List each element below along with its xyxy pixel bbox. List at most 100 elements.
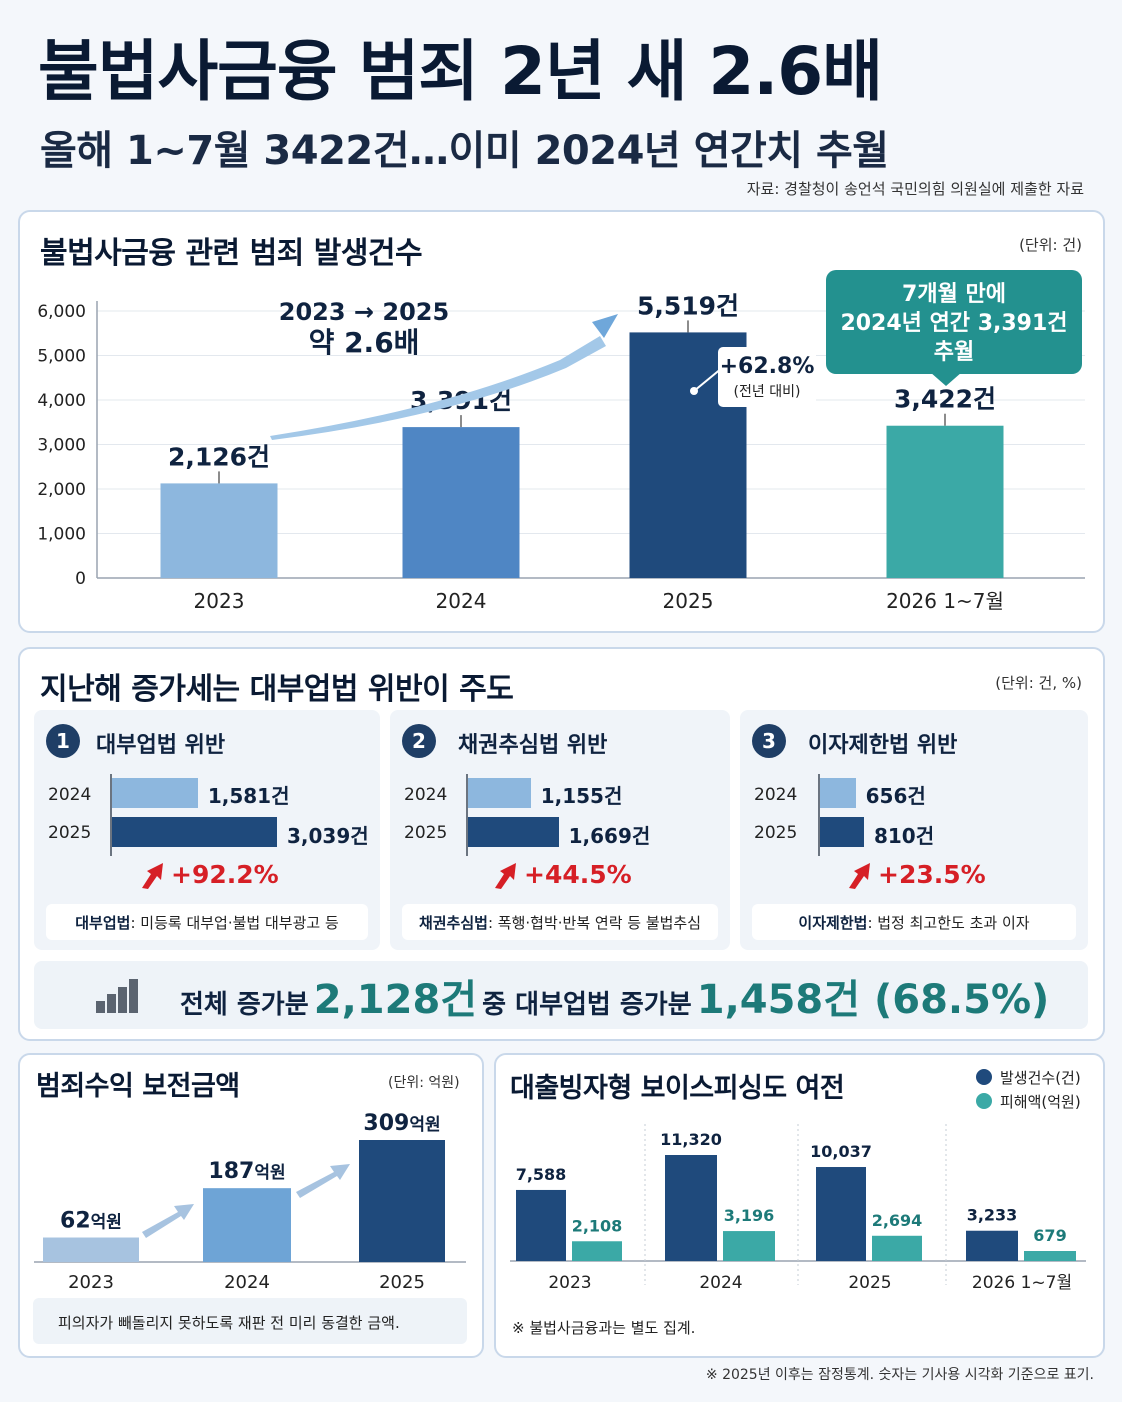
data-label: 11,320 [660, 1130, 722, 1149]
bar-2025 [468, 817, 559, 847]
x-tick-label: 2024 [699, 1273, 742, 1293]
growth-arrow-shape [142, 1204, 194, 1238]
proceeds-unit: (단위: 억원) [388, 1075, 460, 1091]
x-tick-label: 2023 [548, 1273, 591, 1293]
up-arrow-icon [846, 860, 874, 890]
bar [572, 1241, 622, 1261]
summary-bar: 전체 증가분 2,128건 중 대부업법 증가분 1,458건 (68.5%) [34, 961, 1088, 1029]
growth-label-line2: 약 2.6배 [309, 326, 420, 359]
bar [723, 1231, 775, 1261]
data-label: 62억원 [60, 1209, 122, 1234]
callout-line2: 2024년 연간 3,391건 [840, 311, 1068, 336]
summary-total-increase: 2,128건 [313, 977, 478, 1023]
headline: 불법사금융 범죄 2년 새 2.6배 [38, 33, 883, 110]
bar [1024, 1251, 1076, 1261]
summary-loan-increase: 1,458건 (68.5%) [696, 977, 1050, 1023]
data-label: 5,519건 [637, 291, 739, 320]
yoy-note: (전년 대비) [734, 384, 801, 400]
main-bar-chart: 0 1,000 2,000 3,000 4,000 5,000 6,000 2,126건 202… [37, 291, 1085, 613]
up-arrow-icon [492, 860, 520, 890]
data-label: 7,588 [516, 1165, 567, 1184]
data-label: 309억원 [363, 1111, 440, 1136]
y-tick-label: 0 [75, 569, 86, 589]
change-percent: +44.5% [524, 860, 632, 889]
data-label: 2,694 [872, 1211, 923, 1230]
value-2025: 810건 [873, 824, 935, 848]
subheadline: 올해 1~7월 3422건…이미 2024년 연간치 추월 [40, 128, 889, 174]
data-label: 679 [1033, 1226, 1066, 1245]
change-percent: +23.5% [878, 860, 986, 889]
data-label: 2,126건 [168, 442, 270, 471]
x-tick-label: 2025 [663, 589, 714, 613]
category-name: 대부업법 위반 [96, 733, 226, 758]
category-note-law: 이자제한법 [798, 914, 868, 932]
bar [359, 1140, 445, 1262]
bar-2024 [112, 778, 198, 808]
category-panel-title: 지난해 증가세는 대부업법 위반이 주도 [40, 672, 514, 707]
legend-dot-damage [976, 1093, 992, 1109]
main-chart-title: 불법사금융 관련 범죄 발생건수 [40, 236, 423, 271]
growth-arrow [270, 314, 618, 440]
category-note-law: 채권추심법 [418, 914, 488, 932]
data-label: 187억원 [208, 1159, 285, 1184]
value-2025: 1,669건 [568, 824, 651, 848]
category-note: 채권추심법: 폭행·협박·반복 연락 등 불법추심 [402, 904, 718, 940]
growth-arrow [142, 1204, 194, 1238]
x-tick-label: 2024 [436, 589, 487, 613]
y-tick-label: 5,000 [37, 347, 86, 367]
bar [402, 427, 520, 578]
category-number-badge: 2 [402, 724, 436, 758]
callout-line1: 7개월 만에 [902, 282, 1006, 307]
category-number-badge: 3 [752, 724, 786, 758]
yoy-change: +62.8% [720, 354, 815, 379]
axis-line [818, 774, 820, 856]
voice-title: 대출빙자형 보이스피싱도 여전 [510, 1073, 845, 1104]
category-note-text: : 미등록 대부업·불법 대부광고 등 [130, 914, 339, 932]
year-label: 2024 [754, 785, 798, 805]
growth-label-line1: 2023 → 2025 [279, 298, 449, 326]
y-tick-label: 4,000 [37, 391, 86, 411]
legend-dot-count [976, 1069, 992, 1085]
voice-bar-chart: 7,588 11,320 10,037 3,233 2,108 3,196 2,694 679… [510, 1124, 1086, 1293]
x-tick-label: 2025 [379, 1272, 425, 1293]
y-tick-label: 1,000 [37, 525, 86, 545]
category-card: 2 채권추심법 위반 2024 2025 1,155건 1,669건 +44.5% 채권추심법… [390, 710, 730, 950]
category-note-text: : 폭행·협박·반복 연락 등 불법추심 [487, 914, 702, 932]
callout-pointer [930, 372, 962, 386]
bar [665, 1155, 717, 1261]
data-label: 3,196 [724, 1206, 775, 1225]
summary-part-c: 중 대부업법 증가분 [482, 990, 692, 1020]
bar [886, 425, 1004, 578]
y-tick-label: 3,000 [37, 436, 86, 456]
category-number-badge: 1 [46, 724, 80, 758]
category-note: 대부업법: 미등록 대부업·불법 대부광고 등 [46, 904, 368, 940]
growth-arrow-shape [296, 1164, 350, 1198]
source-note: 자료: 경찰청이 송언석 국민의힘 의원실에 제출한 자료 [746, 180, 1084, 198]
legend-label-damage: 피해액(억원) [1000, 1093, 1081, 1111]
bar [160, 483, 278, 578]
bar [872, 1235, 922, 1261]
voice-panel [494, 1053, 1105, 1358]
legend-label-count: 발생건수(건) [1000, 1069, 1081, 1087]
year-label: 2025 [48, 823, 92, 843]
data-label: 3,422건 [894, 385, 996, 414]
year-label: 2025 [754, 823, 798, 843]
value-2024: 1,155건 [540, 784, 623, 808]
main-chart-unit: (단위: 건) [1019, 236, 1082, 254]
callout-line3: 추월 [933, 340, 975, 365]
footnote: ※ 2025년 이후는 잠정통계. 숫자는 기사용 시각화 기준으로 표기. [705, 1367, 1094, 1383]
bar-2024 [468, 778, 531, 808]
x-tick-label: 2024 [224, 1272, 270, 1293]
year-label: 2025 [404, 823, 448, 843]
yoy-leader [693, 367, 723, 392]
value-2024: 656건 [865, 784, 926, 808]
x-tick-label: 2026 1~7월 [972, 1273, 1072, 1293]
axis-line [466, 774, 468, 856]
category-note-text: : 법정 최고한도 초과 이자 [867, 914, 1030, 932]
voice-note: ※ 불법사금융과는 별도 집계. [512, 1319, 696, 1337]
year-label: 2024 [404, 785, 448, 805]
growth-arrow [296, 1164, 350, 1198]
value-2025: 3,039건 [287, 824, 369, 848]
change-percent: +92.2% [171, 860, 279, 889]
x-tick-label: 2025 [848, 1273, 891, 1293]
